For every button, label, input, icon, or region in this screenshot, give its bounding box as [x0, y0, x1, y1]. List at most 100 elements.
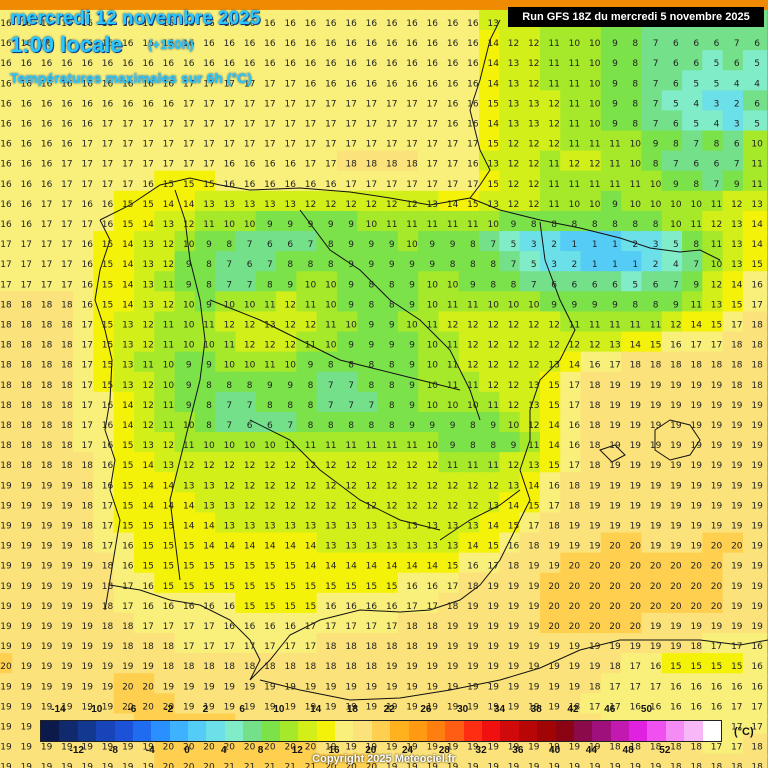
- grid-value: 2: [734, 99, 740, 109]
- grid-value: 8: [470, 441, 476, 451]
- grid-value: 15: [751, 260, 762, 270]
- grid-value: 16: [41, 160, 53, 170]
- temperature-cell: [154, 351, 179, 376]
- grid-value: 12: [467, 501, 478, 511]
- grid-value: 12: [284, 321, 295, 331]
- grid-value: 19: [670, 642, 682, 652]
- grid-value: 18: [711, 361, 723, 371]
- grid-value: 8: [308, 381, 314, 391]
- grid-value: 19: [21, 702, 33, 712]
- grid-value: 16: [142, 59, 154, 69]
- temperature-cell: [377, 311, 402, 336]
- grid-value: 19: [630, 401, 642, 411]
- grid-value: 19: [41, 622, 53, 632]
- temperature-cell: [479, 70, 504, 95]
- grid-value: 11: [264, 361, 275, 371]
- grid-value: 18: [284, 662, 296, 672]
- temperature-cell: [479, 251, 504, 276]
- temperature-cell: [600, 251, 626, 276]
- temperature-cell: [418, 90, 443, 115]
- grid-value: 14: [163, 200, 175, 210]
- grid-value: 18: [670, 361, 682, 371]
- temperature-cell: [742, 190, 768, 215]
- grid-value: 19: [406, 682, 418, 692]
- grid-value: 9: [450, 240, 456, 250]
- temperature-cell: [296, 231, 321, 256]
- temperature-cell: [52, 110, 78, 135]
- grid-value: 20: [670, 602, 682, 612]
- grid-value: 8: [389, 300, 395, 310]
- grid-value: 17: [548, 501, 559, 511]
- temperature-cell: [722, 50, 747, 75]
- grid-value: 18: [751, 381, 763, 391]
- grid-value: 17: [163, 120, 174, 130]
- temperature-cell: [438, 150, 463, 175]
- grid-value: 17: [406, 99, 417, 109]
- grid-value: 14: [183, 200, 195, 210]
- temperature-cell: [560, 271, 585, 296]
- temperature-cell: [0, 210, 17, 236]
- temperature-cell: [276, 311, 301, 336]
- grid-value: 16: [386, 602, 398, 612]
- temperature-cell: [357, 311, 382, 336]
- grid-value: 19: [61, 481, 73, 491]
- forecast-lead-time: (+150h): [148, 37, 194, 52]
- temperature-cell: [418, 311, 443, 336]
- grid-value: 19: [447, 622, 459, 632]
- temperature-cell: [560, 371, 585, 396]
- temperature-cell: [32, 30, 57, 55]
- temperature-cell: [73, 311, 98, 336]
- legend-swatch: [353, 721, 372, 741]
- grid-value: 11: [548, 39, 559, 49]
- grid-value: 2: [551, 240, 557, 250]
- temperature-cell: [479, 371, 504, 396]
- grid-value: 17: [345, 99, 356, 109]
- grid-value: 8: [389, 280, 395, 290]
- temperature-cell: [255, 170, 281, 195]
- temperature-cell: [682, 251, 707, 276]
- grid-value: 16: [61, 99, 73, 109]
- grid-value: 14: [142, 220, 154, 230]
- grid-value: 12: [386, 501, 397, 511]
- grid-value: 14: [122, 260, 134, 270]
- grid-value: 15: [467, 200, 478, 210]
- temperature-cell: [276, 371, 301, 396]
- temperature-cell: [154, 231, 179, 256]
- temperature-cell: [93, 130, 118, 155]
- grid-value: 12: [406, 461, 417, 471]
- temperature-cell: [276, 9, 301, 35]
- grid-value: 12: [487, 321, 498, 331]
- grid-value: 14: [528, 481, 540, 491]
- grid-value: 6: [287, 240, 293, 250]
- grid-value: 8: [369, 300, 375, 310]
- grid-value: 18: [21, 381, 33, 391]
- temperature-cell: [113, 371, 138, 396]
- grid-value: 19: [528, 622, 540, 632]
- temperature-cell: [377, 190, 402, 215]
- grid-value: 16: [21, 99, 33, 109]
- grid-value: 15: [508, 522, 519, 532]
- temperature-cell: [194, 9, 220, 35]
- grid-value: 13: [427, 542, 438, 552]
- grid-value: 16: [751, 642, 763, 652]
- grid-value: 19: [589, 481, 601, 491]
- grid-value: 12: [386, 200, 397, 210]
- grid-value: 18: [21, 461, 33, 471]
- temperature-cell: [52, 351, 78, 376]
- temperature-cell: [742, 130, 768, 155]
- grid-value: 9: [673, 180, 679, 190]
- grid-value: 20: [589, 582, 601, 592]
- grid-value: 12: [244, 321, 255, 331]
- grid-value: 11: [447, 361, 458, 371]
- temperature-cell: [722, 271, 747, 296]
- grid-value: 19: [569, 542, 581, 552]
- grid-value: 18: [406, 622, 418, 632]
- temperature-cell: [702, 311, 727, 336]
- temperature-cell: [438, 271, 463, 296]
- grid-value: 18: [751, 743, 763, 753]
- legend-swatch: [629, 721, 648, 741]
- grid-value: 17: [731, 702, 742, 712]
- grid-value: 15: [670, 662, 681, 672]
- grid-value: 19: [81, 642, 93, 652]
- temperature-cell: [621, 331, 646, 356]
